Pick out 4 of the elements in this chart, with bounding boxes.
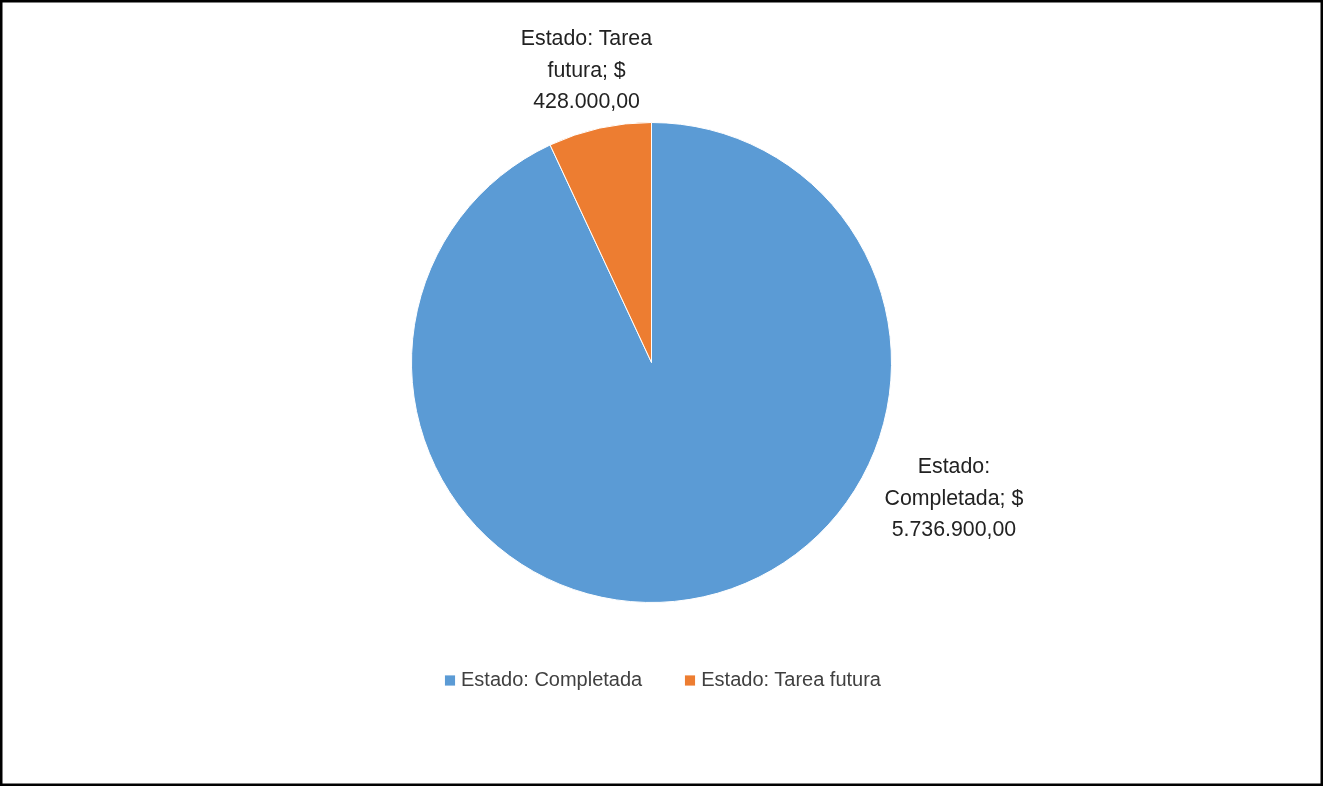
data-label: Estado: Tarea futura; $ 428.000,00 bbox=[520, 26, 653, 113]
data-label: Estado: Completada; $ 5.736.900,00 bbox=[884, 454, 1024, 541]
legend-label: Estado: Tarea futura bbox=[701, 668, 881, 691]
legend-label: Estado: Completada bbox=[461, 668, 643, 691]
